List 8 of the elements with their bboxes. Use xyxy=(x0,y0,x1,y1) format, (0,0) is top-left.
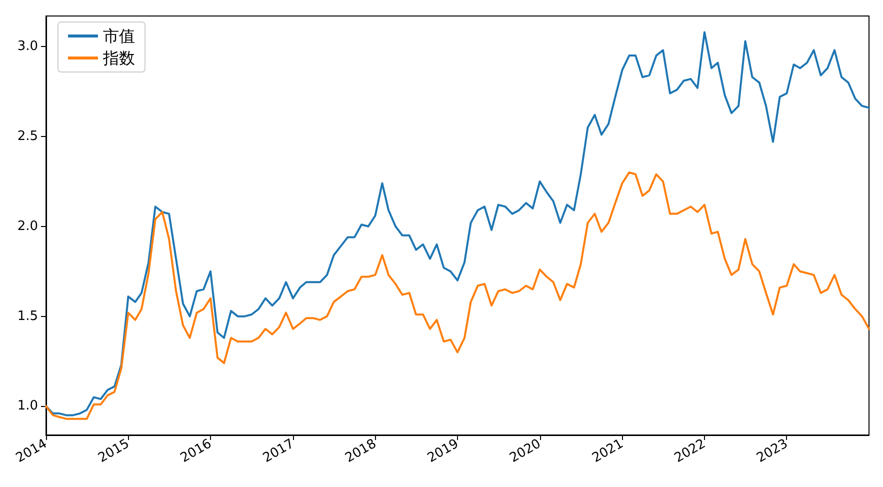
legend-label: 市值 xyxy=(103,26,135,46)
y-tick-label: 2.0 xyxy=(17,218,38,234)
y-tick-label: 2.5 xyxy=(17,128,38,144)
y-tick-label: 1.5 xyxy=(17,308,38,324)
legend-label: 指数 xyxy=(102,48,135,68)
line-series xyxy=(45,171,870,420)
y-tick-label: 1.0 xyxy=(17,398,38,414)
y-tick-label: 3.0 xyxy=(17,39,38,54)
